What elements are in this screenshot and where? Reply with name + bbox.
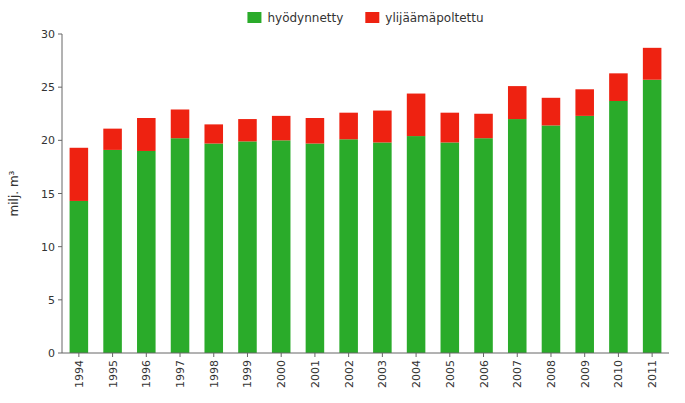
x-tick-label: 2001: [309, 360, 322, 388]
x-tick: [517, 353, 518, 357]
x-tick: [416, 353, 417, 357]
bar-segment: [103, 129, 122, 150]
bar-segment: [508, 119, 527, 353]
x-tick-label: 1996: [140, 360, 153, 388]
x-tick: [348, 353, 349, 357]
legend-label: hyödynnetty: [267, 11, 343, 25]
x-tick-label: 1995: [107, 360, 120, 388]
x-tick: [550, 353, 551, 357]
y-tick-label: 15: [41, 188, 55, 201]
bar-segment: [137, 151, 156, 353]
bar-segment: [474, 114, 493, 138]
bar-segment: [70, 201, 89, 353]
bar-segment: [204, 144, 223, 353]
bar-segment: [441, 113, 460, 143]
x-axis-line: [62, 353, 669, 354]
x-tick-label: 2007: [511, 360, 524, 388]
x-tick: [652, 353, 653, 357]
y-tick-label: 5: [48, 294, 55, 307]
x-tick: [281, 353, 282, 357]
bar-segment: [373, 142, 392, 353]
y-tick: [58, 87, 62, 88]
bar-segment: [306, 118, 325, 144]
y-tick: [58, 353, 62, 354]
y-tick-label: 10: [41, 241, 55, 254]
x-tick-label: 2010: [612, 360, 625, 388]
x-tick-label: 2003: [376, 360, 389, 388]
legend-swatch: [365, 12, 379, 23]
bar-segment: [407, 94, 426, 137]
x-tick-label: 2002: [343, 360, 356, 388]
bar-segment: [474, 138, 493, 353]
y-tick: [58, 193, 62, 194]
x-tick-label: 1997: [174, 360, 187, 388]
x-tick-label: 2000: [275, 360, 288, 388]
bar-segment: [542, 98, 561, 126]
bar-segment: [508, 86, 527, 119]
x-tick: [213, 353, 214, 357]
bars: [70, 48, 662, 353]
bar-segment: [238, 119, 257, 141]
bar-segment: [272, 140, 291, 353]
x-tick: [146, 353, 147, 357]
bar-segment: [339, 113, 358, 140]
x-tick-label: 2008: [545, 360, 558, 388]
bar-segment: [204, 124, 223, 143]
x-tick: [314, 353, 315, 357]
bar-segment: [643, 48, 662, 80]
y-tick: [58, 299, 62, 300]
x-tick: [180, 353, 181, 357]
x-tick-label: 2004: [410, 360, 423, 388]
x-tick: [382, 353, 383, 357]
bar-segment: [171, 138, 190, 353]
y-tick-label: 20: [41, 134, 55, 147]
x-tick-label: 2006: [478, 360, 491, 388]
bar-segment: [609, 73, 628, 101]
x-tick: [618, 353, 619, 357]
bar-segment: [238, 141, 257, 353]
bar-segment: [373, 111, 392, 143]
y-tick: [58, 34, 62, 35]
y-tick-label: 30: [41, 28, 55, 41]
bar-segment: [575, 89, 594, 116]
x-tick: [112, 353, 113, 357]
bar-segment: [575, 116, 594, 353]
bar-segment: [441, 142, 460, 353]
x-tick-label: 1994: [73, 360, 86, 388]
x-tick: [247, 353, 248, 357]
x-tick-label: 2011: [646, 360, 659, 388]
bar-segment: [609, 101, 628, 353]
y-tick-label: 0: [48, 347, 55, 360]
bar-segment: [542, 125, 561, 353]
x-tick: [584, 353, 585, 357]
legend-label: ylijäämäpoltettu: [385, 11, 483, 25]
bar-segment: [339, 139, 358, 353]
x-tick: [449, 353, 450, 357]
y-axis-label: milj. m³: [7, 170, 21, 216]
y-tick: [58, 246, 62, 247]
x-tick: [78, 353, 79, 357]
bar-segment: [103, 150, 122, 353]
chart-container: 0 5 10 15 20 25 30 1994 1995 1996 1997 1998 1999 2000…: [0, 0, 685, 403]
x-tick: [483, 353, 484, 357]
x-tick-label: 2005: [444, 360, 457, 388]
bar-segment: [643, 80, 662, 353]
bar-segment: [306, 144, 325, 353]
bar-segment: [171, 109, 190, 138]
y-tick: [58, 140, 62, 141]
bar-segment: [272, 116, 291, 140]
y-tick-label: 25: [41, 81, 55, 94]
x-tick-label: 1998: [208, 360, 221, 388]
bar-segment: [407, 136, 426, 353]
bar-segment: [70, 148, 89, 201]
x-tick-label: 1999: [241, 360, 254, 388]
legend: hyödynnetty ylijäämäpoltettu: [247, 11, 483, 25]
legend-swatch: [247, 12, 261, 23]
chart: 0 5 10 15 20 25 30 1994 1995 1996 1997 1998 1999 2000…: [0, 0, 685, 403]
x-tick-label: 2009: [579, 360, 592, 388]
bar-segment: [137, 118, 156, 151]
